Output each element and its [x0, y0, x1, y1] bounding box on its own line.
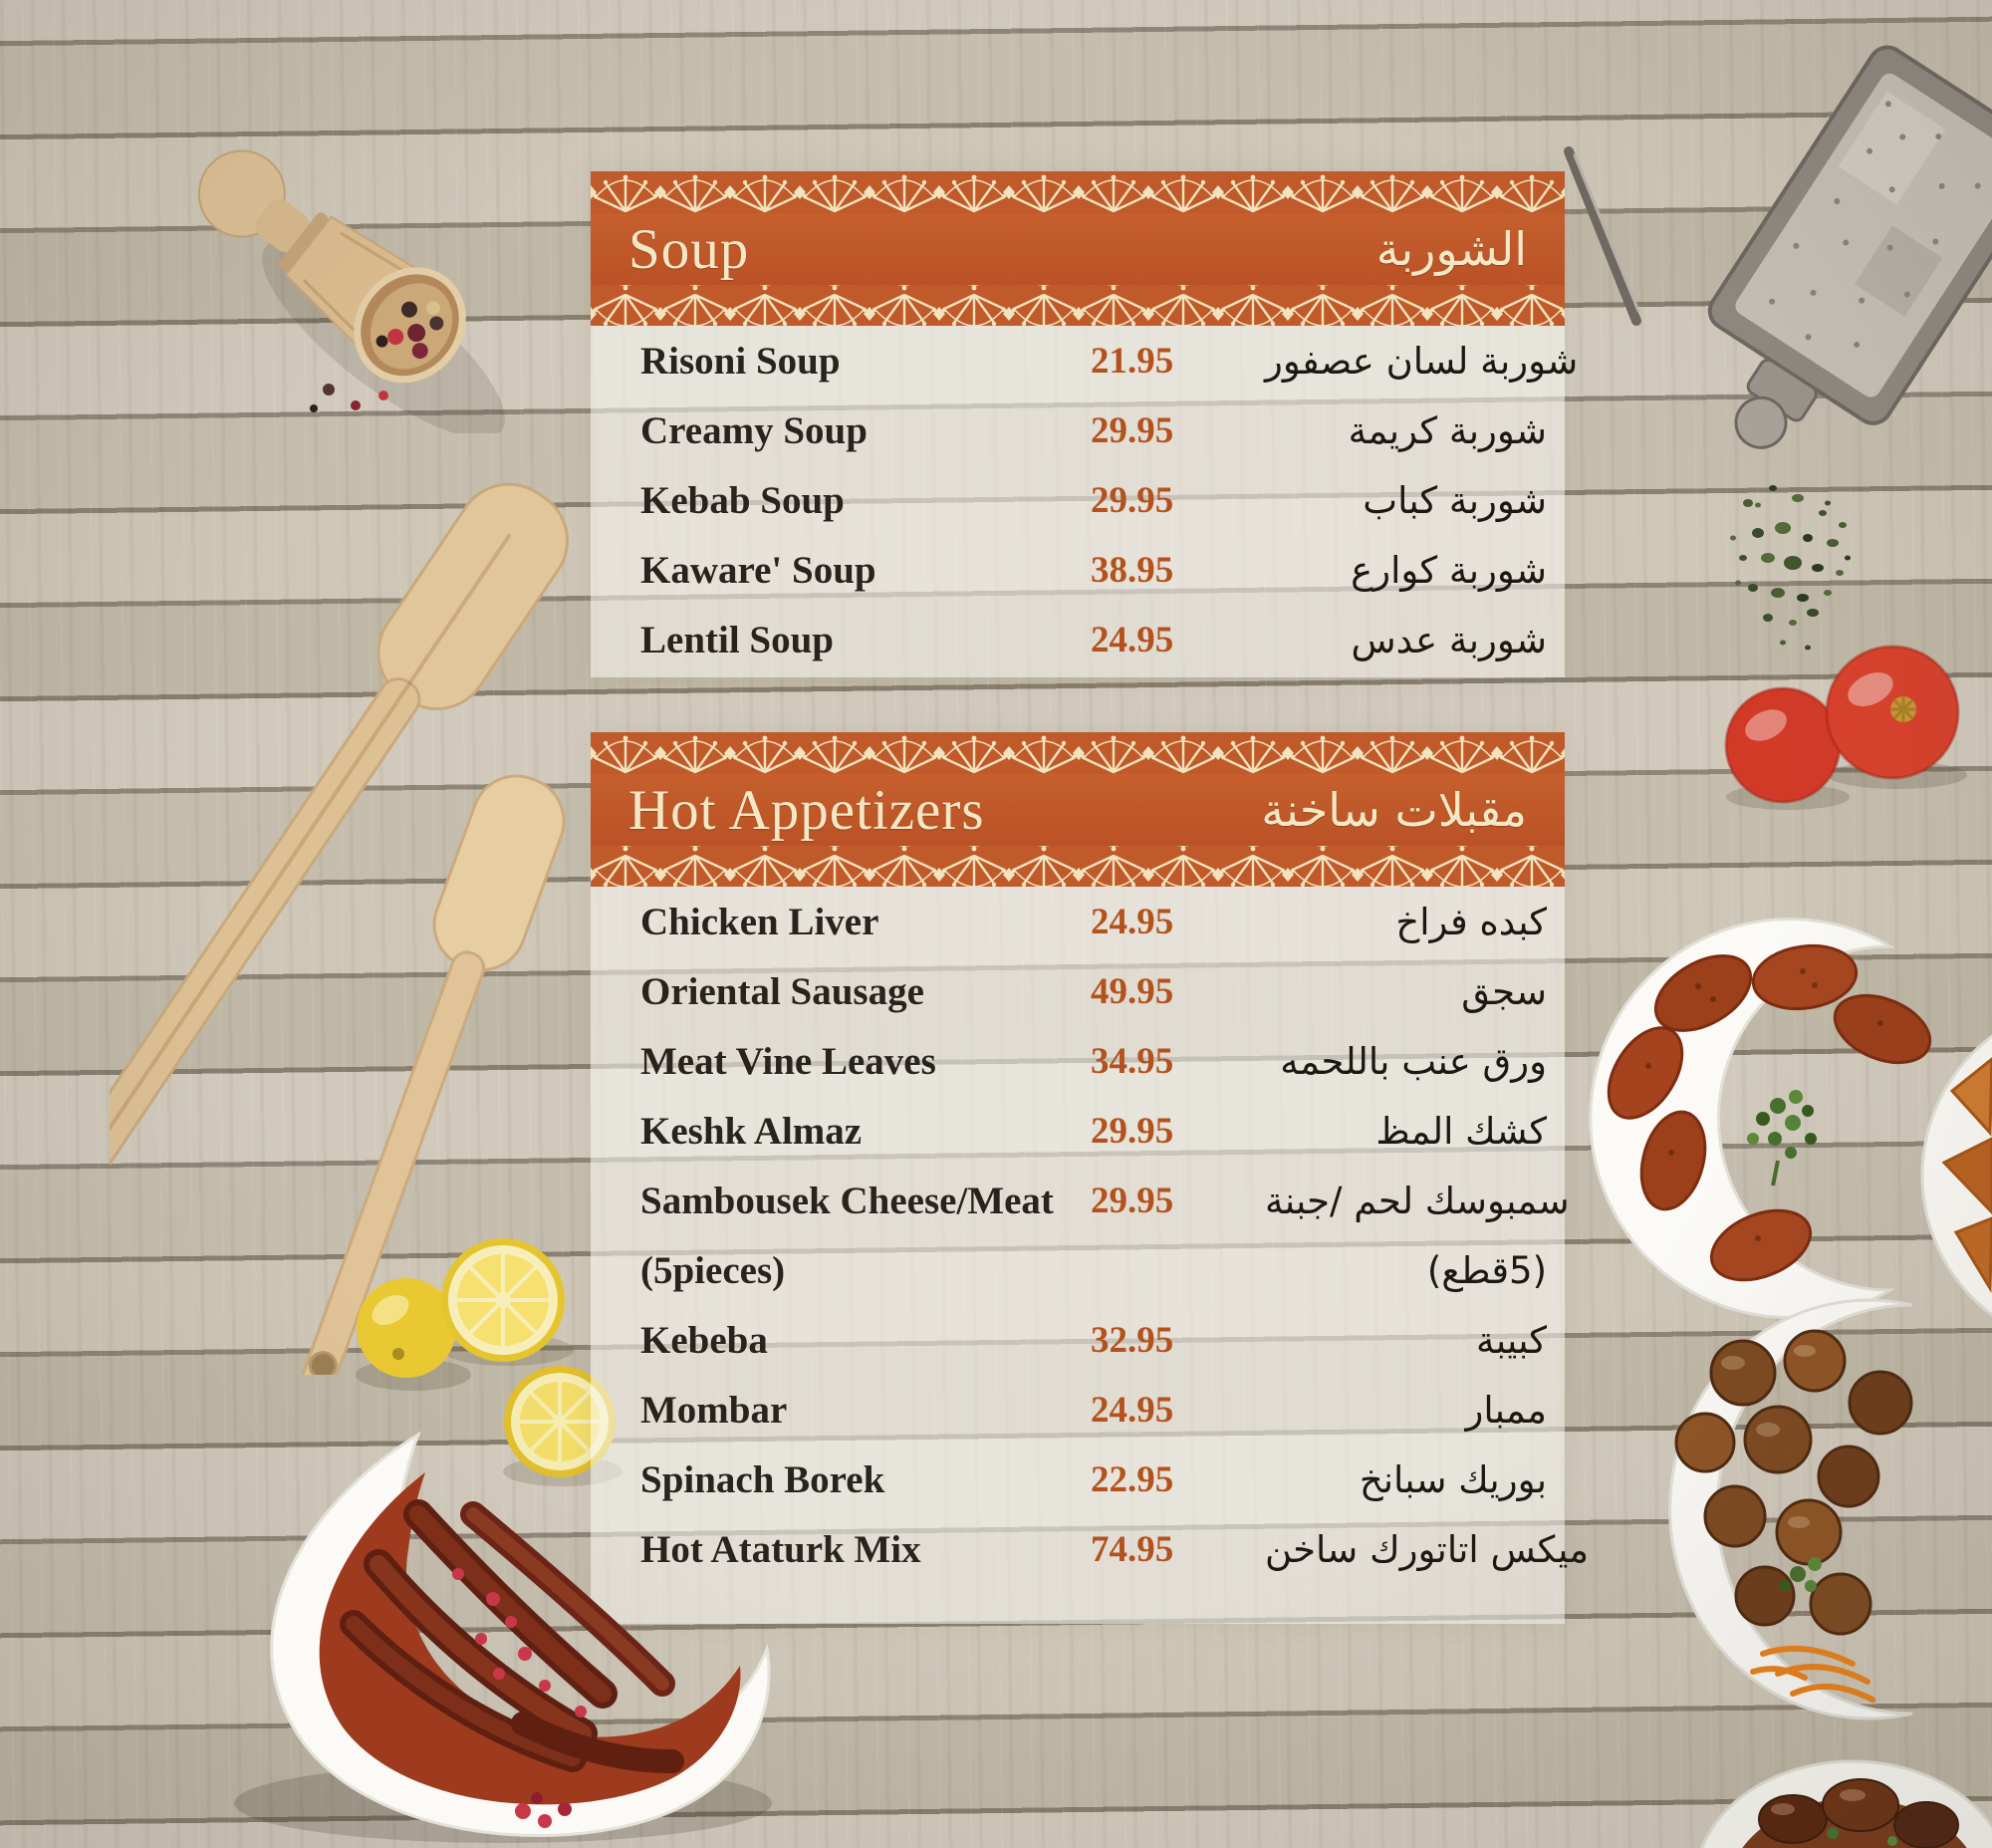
menu-row: Risoni Soup21.95شوربة لسان عصفور — [591, 326, 1578, 396]
item-name-ar: شوربة كباب — [1265, 479, 1565, 522]
item-price: 24.95 — [1091, 619, 1265, 661]
dried-herbs-photo — [1730, 485, 1851, 651]
menu-row: Mombar24.95ممبار — [591, 1375, 1565, 1445]
wooden-spice-scoop-photo — [197, 149, 505, 433]
item-name-en: Kaware' Soup — [640, 548, 1091, 593]
item-price: 24.95 — [1091, 1389, 1265, 1432]
banner-lace-graphic — [591, 171, 1565, 326]
menu-row: Chicken Liver24.95كبده فراخ — [591, 887, 1565, 956]
item-name-ar: شوربة عدس — [1265, 619, 1565, 661]
parsley-garnish — [1747, 1090, 1817, 1187]
item-name-ar: ورق عنب باللحمه — [1265, 1040, 1565, 1083]
menu-row: Oriental Sausage49.95سجق — [591, 956, 1565, 1026]
meatball-plate-photo — [1668, 1298, 1913, 1720]
menu-row: Spinach Borek22.95بوريك سبانخ — [591, 1445, 1565, 1514]
samosa-pieces — [1941, 1057, 1992, 1294]
soup-section-banner: Soup الشوربة — [591, 171, 1565, 326]
item-name-en: Kebab Soup — [640, 478, 1091, 523]
pink-peppercorns — [452, 1568, 587, 1828]
menu-row: Kaware' Soup38.95شوربة كوارع — [591, 535, 1565, 605]
item-name-en: Chicken Liver — [640, 900, 1091, 944]
braised-meat-dish-photo — [1700, 1759, 1992, 1848]
item-price: 29.95 — [1091, 1110, 1265, 1153]
hot-appetizers-items-list: Chicken Liver24.95كبده فراخOriental Saus… — [591, 887, 1589, 1584]
lemon-slices-photo — [356, 1238, 622, 1486]
item-name-ar: ممبار — [1265, 1389, 1565, 1432]
menu-panel-soup: Soup الشوربة Risoni Soup21.95شوربة لسان … — [591, 171, 1578, 677]
menu-row: Meat Vine Leaves34.95ورق عنب باللحمه — [591, 1026, 1565, 1096]
item-name-ar: سجق — [1265, 970, 1565, 1013]
hot-appetizers-title-ar: مقبلات ساخنة — [1261, 783, 1527, 837]
item-name-en: Risoni Soup — [640, 339, 1091, 384]
item-name-ar: شوربة كوارع — [1265, 549, 1565, 592]
hot-appetizers-section-banner: Hot Appetizers مقبلات ساخنة — [591, 732, 1565, 887]
item-price: 74.95 — [1091, 1528, 1265, 1571]
menu-panel-hot-appetizers: Hot Appetizers مقبلات ساخنة Chicken Live… — [591, 732, 1589, 1624]
soup-title-ar: الشوربة — [1376, 222, 1527, 276]
menu-row-note: (5pieces) (5قطع) — [591, 1235, 1565, 1305]
banner-lace-graphic — [591, 732, 1565, 887]
item-name-ar: كشك المظ — [1265, 1110, 1565, 1153]
item-price: 29.95 — [1091, 409, 1265, 452]
menu-row: Hot Ataturk Mix74.95ميكس اتاتورك ساخن — [591, 1514, 1589, 1584]
item-name-en: Sambousek Cheese/Meat — [640, 1179, 1091, 1223]
item-name-en: Lentil Soup — [640, 618, 1091, 662]
item-name-ar: بوريك سبانخ — [1265, 1458, 1565, 1501]
item-note-ar: (5قطع) — [1265, 1249, 1565, 1292]
item-name-en: Oriental Sausage — [640, 969, 1091, 1014]
item-name-en: Spinach Borek — [640, 1457, 1091, 1502]
menu-row: Kebab Soup29.95شوربة كباب — [591, 465, 1565, 535]
item-price: 21.95 — [1091, 340, 1265, 383]
carrot-shreds — [1750, 1645, 1875, 1703]
item-name-ar: كبيبة — [1265, 1319, 1565, 1362]
wooden-spatulas-photo — [110, 482, 569, 1375]
menu-row: Lentil Soup24.95شوربة عدس — [591, 605, 1565, 674]
item-name-ar: شوربة كريمة — [1265, 409, 1565, 452]
item-name-ar: سمبوسك لحم /جبنة — [1265, 1180, 1588, 1222]
parsley-garnish — [1779, 1557, 1822, 1592]
menu-row: Kebeba32.95كبيبة — [591, 1305, 1565, 1375]
item-name-en: Kebeba — [640, 1318, 1091, 1363]
hot-appetizers-title-en: Hot Appetizers — [628, 778, 985, 843]
item-note-en: (5pieces) — [640, 1248, 1091, 1293]
metal-grater-photo — [1564, 45, 1992, 449]
sausage-bowl-photo — [234, 1431, 772, 1843]
item-price: 29.95 — [1091, 479, 1265, 522]
item-name-ar: كبده فراخ — [1265, 901, 1565, 943]
item-name-en: Creamy Soup — [640, 408, 1091, 453]
menu-row: Keshk Almaz29.95كشك المظ — [591, 1096, 1565, 1166]
kibbeh-plate-photo — [1589, 918, 1992, 1319]
lemon-slice — [441, 1238, 565, 1362]
menu-row: Creamy Soup29.95شوربة كريمة — [591, 396, 1565, 465]
item-price: 22.95 — [1091, 1458, 1265, 1501]
hot-appetizers-banner-titles: Hot Appetizers مقبلات ساخنة — [591, 772, 1565, 848]
item-name-ar: ميكس اتاتورك ساخن — [1265, 1528, 1607, 1571]
item-price: 24.95 — [1091, 901, 1265, 943]
item-price: 29.95 — [1091, 1180, 1265, 1222]
item-name-en: Meat Vine Leaves — [640, 1039, 1091, 1084]
item-name-en: Hot Ataturk Mix — [640, 1527, 1091, 1572]
item-price: 32.95 — [1091, 1319, 1265, 1362]
item-name-en: Mombar — [640, 1388, 1091, 1433]
item-name-ar: شوربة لسان عصفور — [1265, 340, 1596, 383]
menu-row: Sambousek Cheese/Meat29.95سمبوسك لحم /جب… — [591, 1166, 1570, 1235]
soup-banner-titles: Soup الشوربة — [591, 211, 1565, 287]
item-price: 38.95 — [1091, 549, 1265, 592]
item-price: 49.95 — [1091, 970, 1265, 1013]
tomatoes-photo — [1724, 645, 1967, 810]
soup-items-list: Risoni Soup21.95شوربة لسان عصفورCreamy S… — [591, 326, 1578, 674]
sausages — [340, 1499, 684, 1773]
soup-title-en: Soup — [628, 217, 749, 282]
item-name-en: Keshk Almaz — [640, 1109, 1091, 1154]
item-price: 34.95 — [1091, 1040, 1265, 1083]
